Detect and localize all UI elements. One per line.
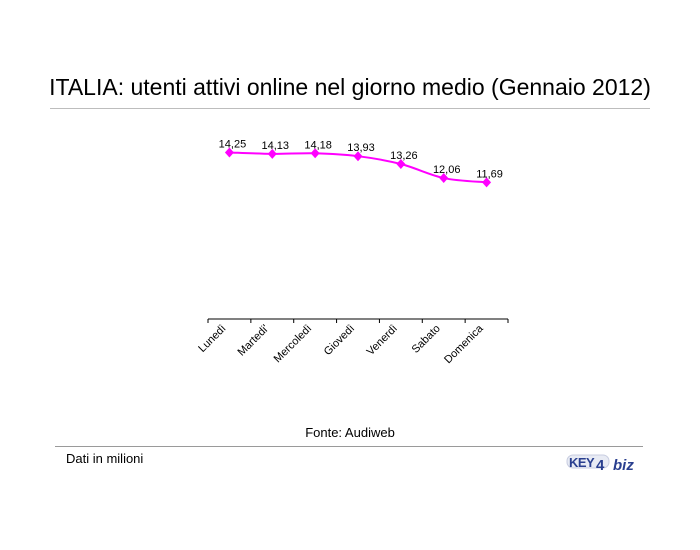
svg-text:KEY: KEY <box>569 455 595 470</box>
data-point <box>353 151 363 162</box>
x-tick-label: Lunedì <box>196 323 228 355</box>
svg-text:4: 4 <box>596 457 605 473</box>
data-point <box>482 177 492 188</box>
data-point <box>310 148 320 159</box>
x-tick-label: Giovedì <box>322 323 357 358</box>
data-point <box>396 159 406 170</box>
data-label: 11,69 <box>476 168 503 180</box>
data-label: 14,25 <box>219 138 247 150</box>
data-labels: 14,25 14,13 14,18 13,93 13,26 12,06 11,69 <box>219 138 503 180</box>
x-tick-label: Venerdì <box>365 323 400 358</box>
source-caption: Fonte: Audiweb <box>305 425 395 440</box>
x-tick-label: Mercoledì <box>272 323 315 366</box>
x-axis-ticks <box>207 319 509 323</box>
x-tick-label: Martedi' <box>235 323 271 359</box>
title-divider <box>50 108 650 109</box>
x-tick-label: Sabato <box>410 323 443 356</box>
units-note: Dati in milioni <box>66 451 144 466</box>
x-axis-tick-labels: Lunedì Martedi' Mercoledì Giovedì Venerdì Sab… <box>196 322 486 366</box>
data-label: 12,06 <box>433 164 461 176</box>
data-label: 14,18 <box>304 139 332 151</box>
data-point <box>439 173 449 184</box>
svg-text:biz: biz <box>613 457 634 473</box>
data-point <box>224 147 234 158</box>
chart-title: ITALIA: utenti attivi online nel giorno … <box>49 74 651 100</box>
footer-divider <box>55 446 643 447</box>
data-label: 13,93 <box>347 142 375 154</box>
data-label: 14,13 <box>262 140 290 152</box>
key4biz-logo: KEY 4 biz <box>566 454 634 473</box>
data-point <box>267 148 277 159</box>
x-tick-label: Domenica <box>442 322 486 366</box>
series-markers <box>224 147 492 188</box>
plot-area: Lunedì Martedi' Mercoledì Giovedì Venerdì Sab… <box>196 138 509 366</box>
data-label: 13,26 <box>390 150 418 162</box>
